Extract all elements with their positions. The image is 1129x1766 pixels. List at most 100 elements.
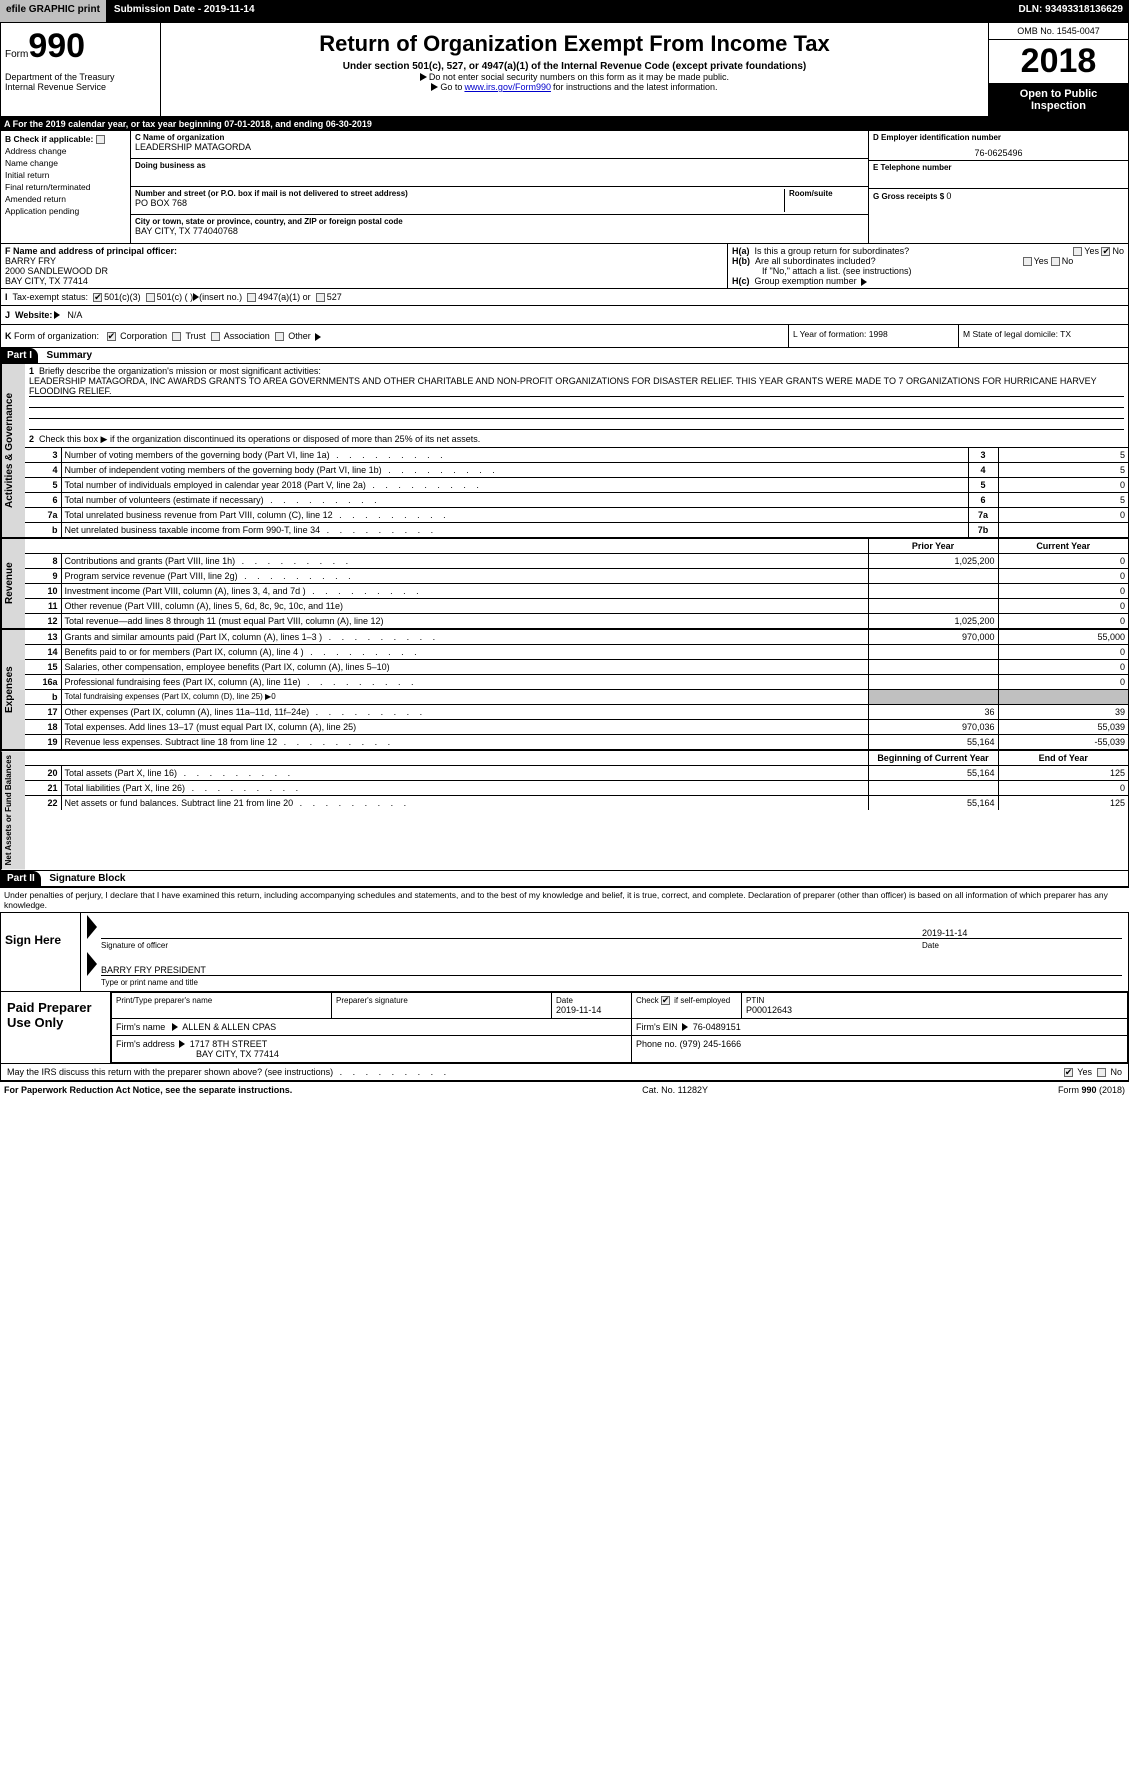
curr-val: 39 bbox=[998, 705, 1128, 720]
row-num: 14 bbox=[25, 645, 61, 660]
checkbox-icon[interactable] bbox=[1023, 257, 1032, 266]
k-lbl: Form of organization: bbox=[14, 331, 99, 341]
yes-label: Yes bbox=[1034, 256, 1049, 266]
chk-final[interactable]: Final return/terminated bbox=[5, 182, 126, 192]
chk-name[interactable]: Name change bbox=[5, 158, 126, 168]
m-lbl: M State of legal domicile: bbox=[963, 329, 1060, 339]
row-num: 13 bbox=[25, 630, 61, 645]
j-letter: J bbox=[5, 310, 10, 320]
checkbox-icon[interactable] bbox=[172, 332, 181, 341]
part2-title: Signature Block bbox=[43, 873, 125, 884]
chk-initial[interactable]: Initial return bbox=[5, 170, 126, 180]
org-name: LEADERSHIP MATAGORDA bbox=[135, 142, 864, 152]
vert-activities: Activities & Governance bbox=[1, 364, 25, 537]
checkbox-checked-icon[interactable] bbox=[1064, 1068, 1073, 1077]
firm-ein-lbl: Firm's EIN bbox=[636, 1022, 678, 1032]
row-num: 20 bbox=[25, 766, 61, 781]
efile-label: efile GRAPHIC print bbox=[0, 0, 106, 22]
q1-lbl: Briefly describe the organization's miss… bbox=[39, 366, 321, 376]
f-lbl: F Name and address of principal officer: bbox=[5, 246, 723, 256]
row-text: Revenue less expenses. Subtract line 18 … bbox=[61, 735, 868, 750]
b-label: Check if applicable: bbox=[14, 134, 94, 144]
row-k: K Form of organization: Corporation Trus… bbox=[1, 325, 788, 347]
chk-pending[interactable]: Application pending bbox=[5, 206, 126, 216]
footer: For Paperwork Reduction Act Notice, see … bbox=[0, 1081, 1129, 1098]
opt-other: Other bbox=[288, 331, 311, 341]
prior-val: 55,164 bbox=[868, 735, 998, 750]
sig-date-lbl: Date bbox=[922, 941, 1122, 950]
checkbox-checked-icon[interactable] bbox=[107, 332, 116, 341]
col-c: C Name of organization LEADERSHIP MATAGO… bbox=[131, 131, 868, 243]
summary-table: 3Number of voting members of the governi… bbox=[25, 447, 1128, 537]
row-text: Investment income (Part VIII, column (A)… bbox=[61, 584, 868, 599]
opt-corp: Corporation bbox=[120, 331, 167, 341]
row-num: 12 bbox=[25, 614, 61, 629]
row-val: 5 bbox=[998, 493, 1128, 508]
col-prior: Prior Year bbox=[868, 539, 998, 554]
end-val: 125 bbox=[998, 766, 1128, 781]
checkbox-checked-icon[interactable] bbox=[1101, 247, 1110, 256]
checkbox-icon[interactable] bbox=[146, 293, 155, 302]
opt-trust: Trust bbox=[185, 331, 205, 341]
k-letter: K bbox=[5, 331, 12, 341]
row-box: 6 bbox=[968, 493, 998, 508]
ha-lbl: Is this a group return for subordinates? bbox=[755, 246, 910, 256]
hc-letter: H(c) bbox=[732, 276, 750, 286]
part2-badge: Part II bbox=[1, 871, 41, 886]
name-title-lbl: Type or print name and title bbox=[81, 978, 1128, 991]
chk-address[interactable]: Address change bbox=[5, 146, 126, 156]
checkbox-icon[interactable] bbox=[316, 293, 325, 302]
checkbox-icon[interactable] bbox=[1073, 247, 1082, 256]
prior-val bbox=[868, 599, 998, 614]
checkbox-icon[interactable] bbox=[275, 332, 284, 341]
vert-netassets: Net Assets or Fund Balances bbox=[1, 751, 25, 869]
note2-post: for instructions and the latest informat… bbox=[553, 82, 718, 92]
sign-arrow-icon bbox=[87, 915, 97, 939]
self-emp-lbl2: if self-employed bbox=[672, 996, 730, 1005]
row-text: Total number of volunteers (estimate if … bbox=[61, 493, 968, 508]
discuss-row: May the IRS discuss this return with the… bbox=[0, 1064, 1129, 1081]
ptin-lbl: PTIN bbox=[746, 996, 1123, 1005]
f-block: F Name and address of principal officer:… bbox=[1, 244, 728, 288]
prep-date: 2019-11-14 bbox=[556, 1005, 627, 1015]
checkbox-icon[interactable] bbox=[1097, 1068, 1106, 1077]
gross-receipts: 0 bbox=[946, 191, 951, 201]
sig-officer-lbl: Signature of officer bbox=[101, 941, 922, 950]
firm-addr1: 1717 8TH STREET bbox=[190, 1039, 268, 1049]
row-text: Contributions and grants (Part VIII, lin… bbox=[61, 554, 868, 569]
row-val: 0 bbox=[998, 508, 1128, 523]
curr-val: 0 bbox=[998, 675, 1128, 690]
checkbox-icon[interactable] bbox=[247, 293, 256, 302]
form-prefix: Form bbox=[5, 49, 28, 60]
h-block: H(a) Is this a group return for subordin… bbox=[728, 244, 1128, 288]
arrow-icon bbox=[179, 1040, 185, 1048]
street-val: PO BOX 768 bbox=[135, 198, 784, 208]
checkbox-checked-icon[interactable] bbox=[93, 293, 102, 302]
col-d: D Employer identification number 76-0625… bbox=[868, 131, 1128, 243]
hb-lbl: Are all subordinates included? bbox=[755, 256, 876, 266]
rowa-mid: , and ending bbox=[270, 119, 326, 129]
chk-amended[interactable]: Amended return bbox=[5, 194, 126, 204]
curr-val: 0 bbox=[998, 554, 1128, 569]
curr-val: 55,000 bbox=[998, 630, 1128, 645]
part2-header-row: Part II Signature Block bbox=[0, 871, 1129, 887]
sign-block: Sign Here 2019-11-14 Signature of office… bbox=[0, 912, 1129, 992]
officer-name: BARRY FRY bbox=[5, 256, 723, 266]
prep-name-lbl: Print/Type preparer's name bbox=[116, 996, 327, 1005]
row-num: 9 bbox=[25, 569, 61, 584]
form-table: Form990 Department of the Treasury Inter… bbox=[0, 22, 1129, 117]
c-name-lbl: C Name of organization bbox=[135, 133, 864, 142]
firm-phone: (979) 245-1666 bbox=[680, 1039, 742, 1049]
row-text: Total fundraising expenses (Part IX, col… bbox=[61, 690, 868, 705]
yes-label: Yes bbox=[1084, 246, 1099, 256]
prior-val bbox=[868, 584, 998, 599]
part1-header-row: Part I Summary bbox=[0, 348, 1129, 364]
checkbox-icon[interactable] bbox=[1051, 257, 1060, 266]
irs-link[interactable]: www.irs.gov/Form990 bbox=[464, 82, 551, 92]
checkbox-icon[interactable] bbox=[96, 135, 105, 144]
checkbox-icon[interactable] bbox=[211, 332, 220, 341]
checkbox-checked-icon[interactable] bbox=[661, 996, 670, 1005]
prep-date-lbl: Date bbox=[556, 996, 627, 1005]
form-subtitle: Under section 501(c), 527, or 4947(a)(1)… bbox=[165, 61, 984, 72]
row-lm: L Year of formation: 1998 M State of leg… bbox=[788, 325, 1128, 347]
